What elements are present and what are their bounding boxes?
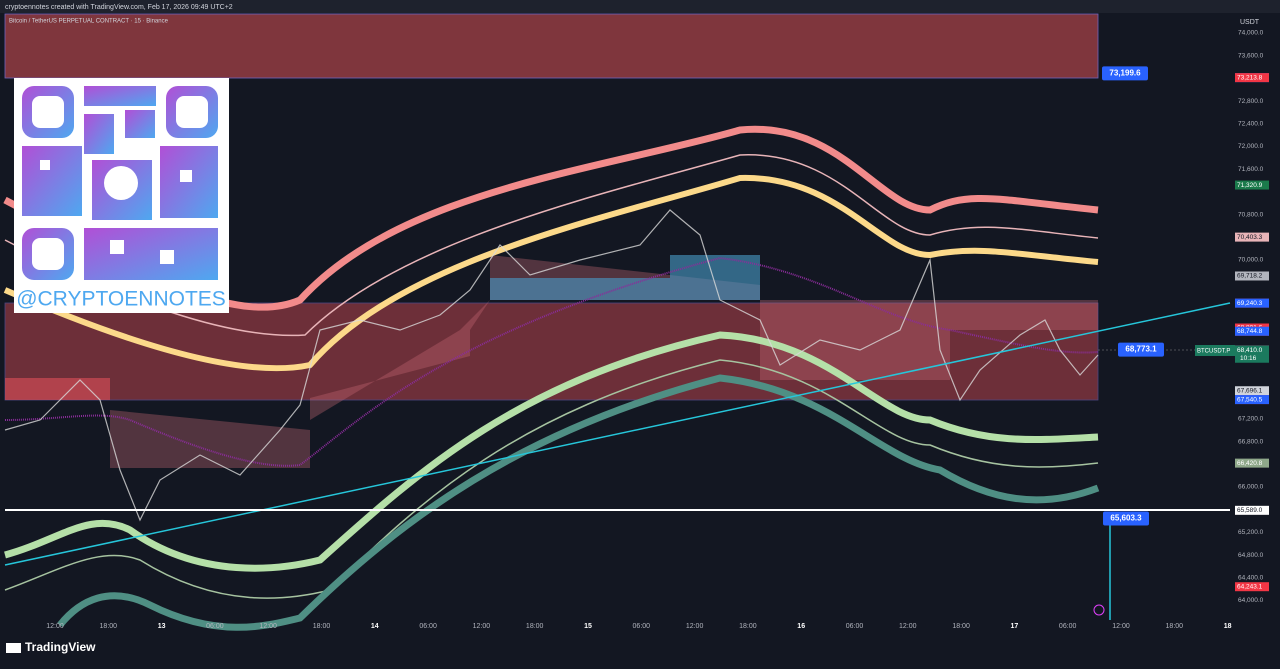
callout-text: 65,603.3 — [1110, 514, 1142, 523]
time-label: 18:00 — [313, 623, 331, 630]
price-label: 72,800.0 — [1238, 98, 1264, 105]
band-upper-thin — [4, 154, 1099, 337]
time-label: 15 — [584, 623, 592, 630]
time-label: 13 — [158, 623, 166, 630]
time-label: 12:00 — [1112, 623, 1130, 630]
time-label: 06:00 — [846, 623, 864, 630]
symbol-tag-text: BTCUSDT.P — [1197, 349, 1230, 355]
price-tag — [1235, 232, 1269, 242]
time-label: 12:00 — [259, 623, 277, 630]
time-label: 12:00 — [473, 623, 491, 630]
time-label: 06:00 — [633, 623, 651, 630]
price-tag — [1235, 395, 1269, 405]
price-label: 65,200.0 — [1238, 529, 1264, 536]
price-label: 74,000.0 — [1238, 30, 1264, 37]
price-axis — [1232, 14, 1280, 632]
symbol-tag — [1195, 345, 1235, 356]
brand: TradingView — [25, 640, 96, 654]
price-tag-text: 65,589.0 — [1237, 507, 1263, 514]
price-tag — [1235, 180, 1269, 190]
price-label: 64,000.0 — [1238, 597, 1264, 604]
time-label: 18:00 — [100, 623, 118, 630]
price-label: 67,200.0 — [1238, 416, 1264, 423]
alert-icon — [1093, 604, 1105, 616]
qr-holes — [32, 96, 208, 270]
time-label: 12:00 — [686, 623, 704, 630]
support-zone — [4, 302, 1099, 401]
price-tag-text: 71,320.9 — [1237, 182, 1263, 189]
price-tag-text: 67,540.5 — [1237, 396, 1263, 403]
resistance-zone — [4, 13, 1099, 79]
last-price-text: 68,410.0 — [1237, 347, 1263, 354]
price-tag — [1235, 271, 1269, 281]
callout-text: 68,773.1 — [1125, 345, 1157, 354]
zone — [5, 378, 110, 400]
time-label: 16 — [797, 623, 805, 630]
time-label: 17 — [1011, 623, 1019, 630]
range-box — [110, 255, 1098, 468]
band-mid — [3, 174, 1099, 372]
callout — [1102, 66, 1148, 81]
watermark: @CRYPTOENNOTES — [16, 288, 226, 311]
price-label: 66,000.0 — [1238, 484, 1264, 491]
price-label: 71,600.0 — [1238, 166, 1264, 173]
bottom-bar — [0, 632, 1280, 664]
price-tag — [1235, 458, 1269, 468]
moving-average — [4, 256, 1099, 467]
top-bar — [0, 0, 1280, 13]
price-label: 70,800.0 — [1238, 211, 1264, 218]
price-label: 72,000.0 — [1238, 143, 1264, 150]
band-lower-thin — [4, 359, 1099, 599]
time-label: 06:00 — [419, 623, 437, 630]
price-tag-text: 73,213.8 — [1237, 74, 1263, 81]
time-label: 06:00 — [1059, 623, 1077, 630]
credit: cryptoennotes created with TradingView.c… — [5, 4, 233, 11]
countdown: 10:16 — [1240, 355, 1257, 362]
price-label: 72,400.0 — [1238, 121, 1264, 128]
price-tag-text: 66,420.8 — [1237, 460, 1263, 467]
currency: USDT — [1240, 19, 1260, 26]
price-tag — [1235, 386, 1269, 396]
band-bottom — [57, 374, 1100, 631]
price-tag — [1235, 73, 1269, 83]
price-label: 64,800.0 — [1238, 552, 1264, 559]
time-label: 18 — [1224, 623, 1232, 630]
time-label: 18:00 — [739, 623, 757, 630]
time-label: 06:00 — [206, 623, 224, 630]
symbol: Bitcoin / TetherUS PERPETUAL CONTRACT · … — [9, 19, 169, 25]
price-tag-text: 69,240.3 — [1237, 300, 1263, 307]
trendline — [4, 302, 1231, 566]
price-tag-text: 64,243.1 — [1237, 583, 1263, 590]
price-label: 70,000.0 — [1238, 257, 1264, 264]
price-label: 66,800.0 — [1238, 438, 1264, 445]
time-label: 18:00 — [526, 623, 544, 630]
band-lower — [4, 331, 1099, 572]
time-label: 12:00 — [899, 623, 917, 630]
time-label: 12:00 — [46, 623, 64, 630]
price-label: 64,400.0 — [1238, 575, 1264, 582]
time-label: 18:00 — [1166, 623, 1184, 630]
price-tag-text: 68,744.8 — [1237, 328, 1263, 335]
price-tag-text: 70,403.3 — [1237, 234, 1263, 241]
callout — [1118, 342, 1164, 357]
time-label: 18:00 — [952, 623, 970, 630]
time-label: 14 — [371, 623, 379, 630]
brand-logo — [6, 643, 21, 653]
callout — [1103, 511, 1149, 526]
price-path — [4, 209, 1099, 522]
price-tag-text: 69,718.2 — [1237, 273, 1263, 280]
callout-text: 73,199.6 — [1109, 69, 1141, 78]
price-tag — [1235, 505, 1269, 515]
price-tag-text: 67,696.1 — [1237, 387, 1263, 394]
last-price-tag — [1235, 345, 1269, 363]
price-tag — [1235, 582, 1269, 592]
price-tag — [1235, 298, 1269, 308]
price-tag — [1235, 326, 1269, 336]
price-label: 73,600.0 — [1238, 52, 1264, 59]
